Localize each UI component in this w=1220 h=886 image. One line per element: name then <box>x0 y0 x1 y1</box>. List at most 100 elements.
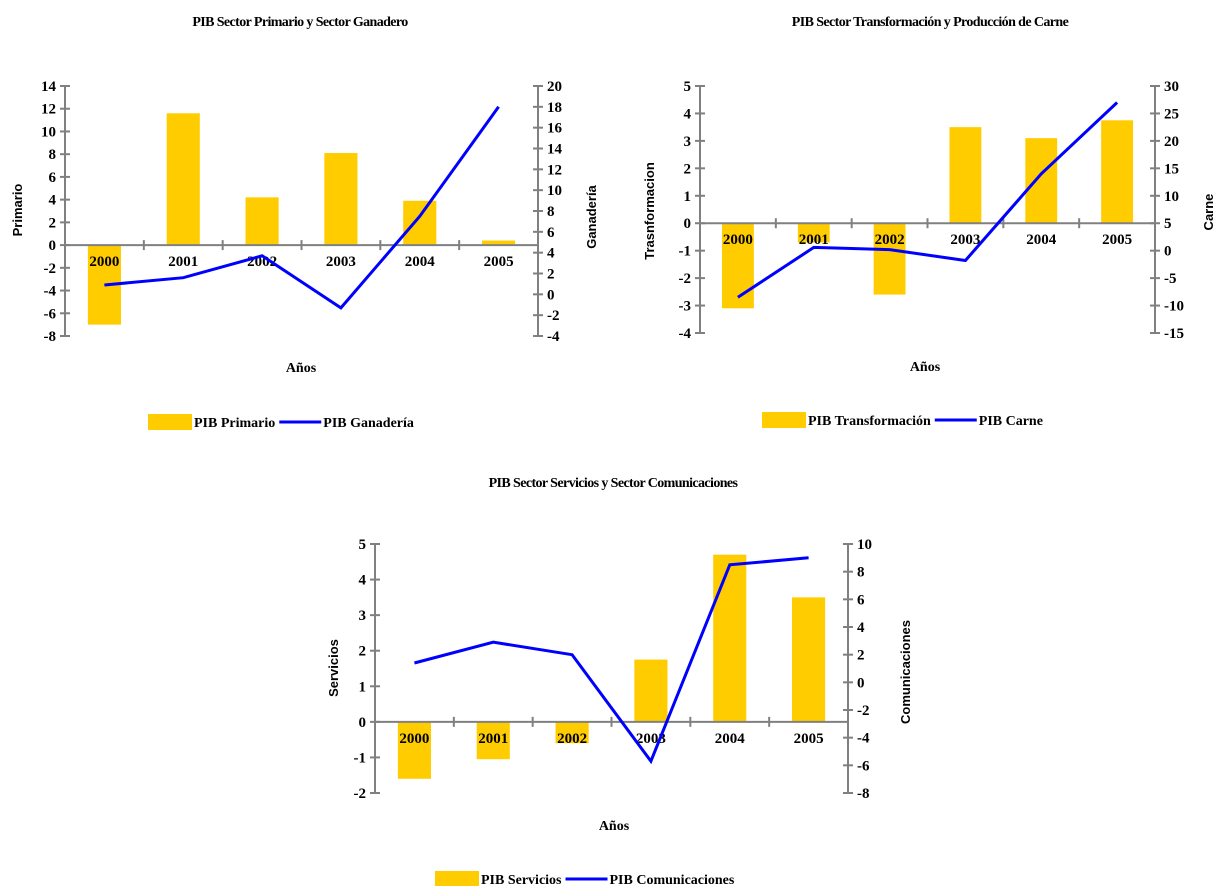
legend: PIB Servicios PIB Comunicaciones <box>435 871 735 886</box>
y-axis-title-right: Carne <box>1201 194 1216 231</box>
x-tick-label: 2004 <box>405 254 436 270</box>
x-tick-label: 2003 <box>950 232 980 248</box>
y-tick-label: -2 <box>354 786 367 802</box>
y2-tick-label: 0 <box>857 675 865 691</box>
legend-label-line: PIB Ganadería <box>323 416 414 431</box>
y-tick-label: 5 <box>684 79 692 95</box>
y2-tick-label: 8 <box>547 204 555 220</box>
x-tick-label: 2002 <box>557 731 587 747</box>
series-line <box>104 105 500 310</box>
chart-3: PIB Sector Servicios y Sector Comunicaci… <box>326 476 913 886</box>
y2-tick-label: 2 <box>547 267 555 283</box>
legend-label-line: PIB Carne <box>979 414 1043 429</box>
legend: PIB Primario PIB Ganadería <box>148 414 414 431</box>
bar <box>634 659 668 722</box>
x-tick-label: 2004 <box>1026 232 1057 248</box>
legend-label-bar: PIB Primario <box>194 416 275 431</box>
bar <box>797 223 830 243</box>
y2-tick-label: 6 <box>547 225 555 241</box>
x-tick-label: 2001 <box>168 254 198 270</box>
bar <box>949 127 982 224</box>
bar <box>476 721 510 760</box>
bar <box>713 554 747 722</box>
bar <box>1025 138 1058 224</box>
y2-tick-label: -4 <box>857 731 870 747</box>
y-tick-label: 0 <box>684 216 692 232</box>
chart-1: PIB Sector Primario y Sector Ganadero -8 -… <box>10 15 599 431</box>
y-tick-label: 10 <box>41 124 56 140</box>
bar <box>555 721 589 744</box>
y2-tick-label: 10 <box>1164 189 1179 205</box>
y-axis-title-left: Trasnformacion <box>642 162 657 260</box>
x-tick-label: 2001 <box>799 232 829 248</box>
x-axis-title: Años <box>910 360 941 375</box>
x-tick-label: 2004 <box>715 731 746 747</box>
x-tick-label: 2005 <box>794 731 824 747</box>
y-tick-label: 3 <box>359 608 367 624</box>
legend: PIB Transformación PIB Carne <box>762 412 1043 429</box>
bar <box>482 240 516 246</box>
y-tick-label: -1 <box>679 244 692 260</box>
y2-tick-label: -4 <box>547 329 560 345</box>
bar <box>166 113 200 246</box>
y-tick-label: 1 <box>684 189 692 205</box>
y2-tick-label: 14 <box>547 142 563 158</box>
y-tick-label: -2 <box>679 271 692 287</box>
y2-tick-label: -6 <box>857 758 870 774</box>
y-tick-label: 3 <box>684 134 692 150</box>
bar <box>873 223 906 295</box>
chart-title: PIB Sector Servicios y Sector Comunicaci… <box>489 476 739 491</box>
x-tick-label: 2005 <box>1102 232 1132 248</box>
y2-tick-label: 25 <box>1164 106 1179 122</box>
y2-tick-label: 2 <box>857 648 865 664</box>
y-tick-label: 2 <box>684 161 692 177</box>
y2-tick-label: 12 <box>547 162 562 178</box>
y-tick-label: 8 <box>49 147 57 163</box>
x-tick-label: 2000 <box>89 254 119 270</box>
chart-2: PIB Sector Transformación y Producción d… <box>642 15 1216 429</box>
y2-tick-label: 10 <box>547 183 562 199</box>
y-tick-label: 1 <box>359 679 367 695</box>
y2-tick-label: -8 <box>857 786 870 802</box>
y-tick-label: 2 <box>49 215 57 231</box>
x-tick-label: 2000 <box>399 731 429 747</box>
legend-swatch-bar <box>435 871 479 886</box>
y2-tick-label: -15 <box>1164 326 1184 342</box>
y2-tick-label: 20 <box>1164 134 1179 150</box>
y2-tick-label: 16 <box>547 121 563 137</box>
x-tick-label: 2002 <box>875 232 905 248</box>
bar <box>792 597 826 722</box>
y2-tick-label: 5 <box>1164 216 1172 232</box>
x-tick-label: 2000 <box>723 232 753 248</box>
y-tick-label: -2 <box>44 261 57 277</box>
y2-tick-label: 4 <box>857 620 865 636</box>
x-tick-label: 2003 <box>326 254 356 270</box>
series-line <box>414 556 809 765</box>
y-tick-label: 0 <box>49 238 57 254</box>
x-axis-title: Años <box>286 361 317 376</box>
x-tick-label: 2005 <box>484 254 514 270</box>
series-line <box>737 101 1119 299</box>
y-tick-label: 14 <box>41 79 57 95</box>
x-axis-title: Años <box>599 819 630 834</box>
y-tick-label: 5 <box>359 537 367 553</box>
y2-tick-label: 18 <box>547 100 562 116</box>
bar <box>245 197 279 246</box>
y2-tick-label: 4 <box>547 246 555 262</box>
y2-tick-label: -2 <box>547 308 560 324</box>
y-tick-label: 2 <box>359 644 367 660</box>
y-axis-title-left: Servicios <box>326 639 341 697</box>
y-tick-label: 4 <box>684 106 692 122</box>
y2-tick-label: -5 <box>1164 271 1177 287</box>
legend-label-bar: PIB Transformación <box>808 414 931 429</box>
y2-tick-label: -2 <box>857 703 870 719</box>
y2-tick-label: 10 <box>857 537 872 553</box>
y-axis-title-right: Ganadería <box>584 184 599 248</box>
bar <box>1101 120 1134 224</box>
y-tick-label: -6 <box>44 306 57 322</box>
y2-tick-label: 20 <box>547 79 562 95</box>
y-tick-label: 4 <box>49 193 57 209</box>
y2-tick-label: 0 <box>547 287 555 303</box>
chart-title: PIB Sector Transformación y Producción d… <box>792 15 1069 30</box>
y-axis-title-left: Primario <box>10 184 25 237</box>
